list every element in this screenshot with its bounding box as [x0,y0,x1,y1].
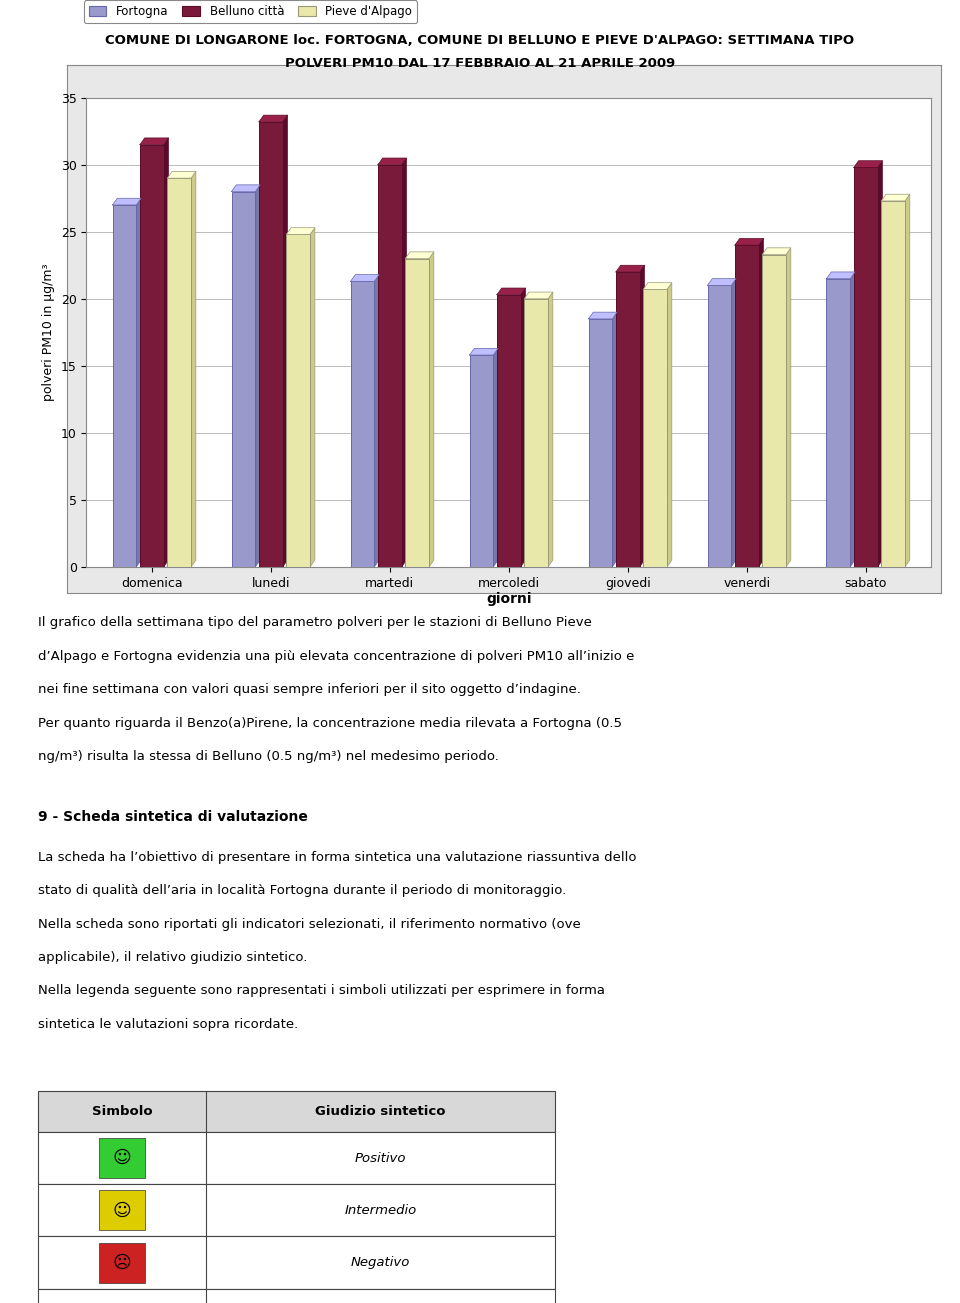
Bar [881,201,905,567]
Polygon shape [469,348,498,354]
Bar [38,1289,555,1303]
Polygon shape [255,185,260,567]
Bar [378,164,401,567]
Polygon shape [231,185,260,192]
Legend: Fortogna, Belluno città, Pieve d'Alpago: Fortogna, Belluno città, Pieve d'Alpago [84,0,417,23]
Polygon shape [164,138,169,567]
Polygon shape [612,313,617,567]
Polygon shape [734,238,763,245]
Bar [469,354,493,567]
Bar [259,122,283,567]
Bar [405,258,429,567]
Polygon shape [758,238,763,567]
Polygon shape [167,172,196,179]
Polygon shape [851,272,855,567]
Bar [643,289,667,567]
Polygon shape [877,160,882,567]
Polygon shape [708,279,736,285]
Bar [762,254,786,567]
Bar [827,279,851,567]
Bar [38,1132,555,1184]
Polygon shape [283,115,287,567]
Polygon shape [136,198,141,567]
Polygon shape [493,348,498,567]
Polygon shape [905,194,910,567]
Polygon shape [588,313,617,319]
Polygon shape [827,272,855,279]
Text: ng/m³) risulta la stessa di Belluno (0.5 ng/m³) nel medesimo periodo.: ng/m³) risulta la stessa di Belluno (0.5… [38,751,499,764]
Y-axis label: polveri PM10 in μg/m³: polveri PM10 in μg/m³ [42,263,56,401]
Polygon shape [112,198,141,205]
Text: Intermedio: Intermedio [345,1204,417,1217]
Text: Nella legenda seguente sono rappresentati i simboli utilizzati per esprimere in : Nella legenda seguente sono rappresentat… [38,985,606,997]
Text: 9 - Scheda sintetica di valutazione: 9 - Scheda sintetica di valutazione [38,810,308,825]
Text: Negativo: Negativo [351,1256,410,1269]
Bar [99,1243,146,1282]
Polygon shape [429,251,434,567]
Polygon shape [639,266,644,567]
Bar [231,192,255,567]
Bar [112,205,136,567]
Polygon shape [667,283,672,567]
Bar [38,1237,555,1289]
Polygon shape [616,266,644,272]
Bar [140,145,164,567]
Polygon shape [732,279,736,567]
Polygon shape [643,283,672,289]
Polygon shape [548,292,553,567]
Polygon shape [140,138,169,145]
Bar [350,281,374,567]
Text: La scheda ha l’obiettivo di presentare in forma sintetica una valutazione riassu: La scheda ha l’obiettivo di presentare i… [38,851,636,864]
Polygon shape [401,158,406,567]
Polygon shape [286,228,315,235]
Bar [588,319,612,567]
Polygon shape [524,292,553,298]
Bar [38,1184,555,1237]
Polygon shape [881,194,910,201]
Bar [708,285,732,567]
Bar [286,235,310,567]
Bar [853,167,877,567]
Text: sintetica le valutazioni sopra ricordate.: sintetica le valutazioni sopra ricordate… [38,1018,299,1031]
Bar [167,179,191,567]
Text: nei fine settimana con valori quasi sempre inferiori per il sito oggetto d’indag: nei fine settimana con valori quasi semp… [38,683,581,696]
Polygon shape [374,275,379,567]
Text: Il grafico della settimana tipo del parametro polveri per le stazioni di Belluno: Il grafico della settimana tipo del para… [38,616,592,629]
Text: applicabile), il relativo giudizio sintetico.: applicabile), il relativo giudizio sinte… [38,951,308,964]
Polygon shape [378,158,406,164]
Polygon shape [786,248,791,567]
Bar [734,245,758,567]
Text: COMUNE DI LONGARONE loc. FORTOGNA, COMUNE DI BELLUNO E PIEVE D'ALPAGO: SETTIMANA: COMUNE DI LONGARONE loc. FORTOGNA, COMUN… [106,34,854,47]
Polygon shape [350,275,379,281]
Bar [497,294,520,567]
Polygon shape [853,160,882,167]
Bar [616,272,639,567]
Polygon shape [191,172,196,567]
Bar [99,1190,146,1230]
Text: Per quanto riguarda il Benzo(a)Pirene, la concentrazione media rilevata a Fortog: Per quanto riguarda il Benzo(a)Pirene, l… [38,717,622,730]
Text: ☹: ☹ [113,1253,132,1272]
Text: ☺: ☺ [113,1149,132,1167]
Polygon shape [520,288,525,567]
X-axis label: giorni: giorni [486,593,532,606]
Text: d’Alpago e Fortogna evidenzia una più elevata concentrazione di polveri PM10 all: d’Alpago e Fortogna evidenzia una più el… [38,650,635,663]
Bar [99,1138,146,1178]
Polygon shape [762,248,791,254]
Text: Nella scheda sono riportati gli indicatori selezionati, il riferimento normativo: Nella scheda sono riportati gli indicato… [38,917,581,930]
Text: Giudizio sintetico: Giudizio sintetico [316,1105,445,1118]
Text: Simbolo: Simbolo [92,1105,153,1118]
Polygon shape [310,228,315,567]
Bar [524,298,548,567]
Bar [38,1092,555,1132]
Polygon shape [497,288,525,294]
Text: Positivo: Positivo [355,1152,406,1165]
Polygon shape [259,115,287,122]
Polygon shape [405,251,434,258]
Text: ☺: ☺ [113,1201,132,1220]
Text: POLVERI PM10 DAL 17 FEBBRAIO AL 21 APRILE 2009: POLVERI PM10 DAL 17 FEBBRAIO AL 21 APRIL… [285,57,675,70]
Text: stato di qualità dell’aria in località Fortogna durante il periodo di monitoragg: stato di qualità dell’aria in località F… [38,883,566,896]
